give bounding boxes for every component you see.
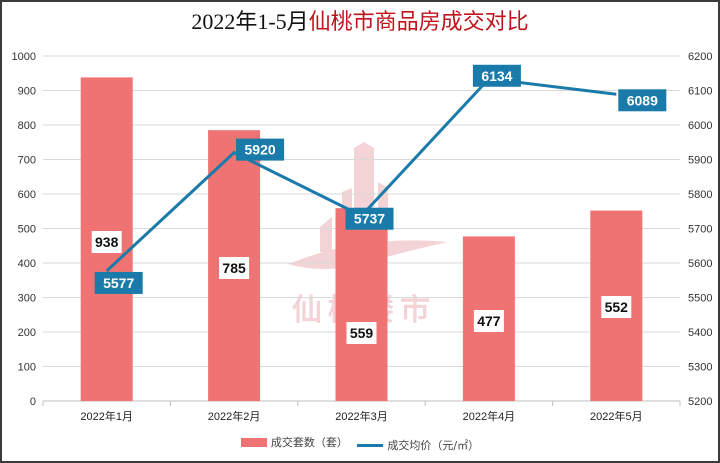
x-category-label: 2022年5月 xyxy=(590,409,643,423)
y-right-tick: 5500 xyxy=(688,293,712,305)
line-value-box xyxy=(94,271,143,294)
bar-swatch-icon xyxy=(240,437,267,447)
bar xyxy=(335,208,388,401)
x-category-label: 2022年1月 xyxy=(80,409,133,423)
x-category-label: 2022年4月 xyxy=(463,409,516,423)
y-right-tick: 6000 xyxy=(688,120,712,132)
line-value-box xyxy=(236,138,285,161)
line-value-label: 5920 xyxy=(245,142,276,158)
x-category-label: 2022年2月 xyxy=(208,409,261,423)
y-left-tick: 600 xyxy=(18,189,36,201)
y-left-tick: 100 xyxy=(18,362,36,374)
y-left-tick: 0 xyxy=(30,396,36,408)
title-main: 仙桃市商品房成交对比 xyxy=(308,9,529,34)
y-left-tick: 700 xyxy=(18,155,36,167)
bar-value-box xyxy=(473,310,504,332)
line-swatch-icon xyxy=(357,443,384,447)
bar-value-label: 552 xyxy=(605,299,629,315)
y-right-tick: 5200 xyxy=(688,396,712,408)
bar-value-label: 477 xyxy=(477,313,501,329)
line-value-label: 5737 xyxy=(354,211,385,227)
y-left-tick: 400 xyxy=(18,258,36,270)
y-left-tick: 300 xyxy=(18,293,36,305)
y-left-tick: 800 xyxy=(18,120,36,132)
y-right-tick: 6200 xyxy=(688,51,712,63)
legend-line-label: 成交均价（元/㎡） xyxy=(387,439,480,452)
line-value-label: 6089 xyxy=(627,92,658,108)
legend-item-line: 成交均价（元/㎡） xyxy=(357,437,479,453)
y-right-tick: 5900 xyxy=(688,155,712,167)
bar-value-box xyxy=(601,296,632,318)
y-right-tick: 6100 xyxy=(688,86,712,98)
bar-value-label: 559 xyxy=(350,325,374,341)
title-prefix: 2022年1-5月 xyxy=(191,9,309,34)
y-right-tick: 5800 xyxy=(688,189,712,201)
y-right-tick: 5400 xyxy=(688,327,712,339)
bar-value-box xyxy=(91,231,122,253)
y-left-tick: 200 xyxy=(18,327,36,339)
bar-value-box xyxy=(219,257,250,279)
y-right-tick: 5600 xyxy=(688,258,712,270)
line-value-box xyxy=(472,64,521,87)
bar-value-label: 938 xyxy=(95,234,119,250)
y-right-tick: 5700 xyxy=(688,224,712,236)
line-value-label: 6134 xyxy=(481,68,512,84)
y-left-tick: 900 xyxy=(18,86,36,98)
y-right-tick: 5300 xyxy=(688,362,712,374)
bar-value-label: 785 xyxy=(222,260,246,276)
legend-bar-label: 成交套数（套） xyxy=(270,436,348,449)
y-left-tick: 500 xyxy=(18,224,36,236)
legend-item-bar: 成交套数（套） xyxy=(240,434,348,450)
bar-value-box xyxy=(346,322,377,344)
chart-plot: 仙桃楼市010020030040050060070080090010005200… xyxy=(12,51,713,423)
line-value-box xyxy=(345,207,394,230)
line-value-box xyxy=(618,89,667,112)
line-value-label: 5577 xyxy=(103,275,134,291)
chart-legend: 成交套数（套） 成交均价（元/㎡） xyxy=(2,434,718,453)
chart-title: 2022年1-5月仙桃市商品房成交对比 xyxy=(2,8,718,36)
x-category-label: 2022年3月 xyxy=(335,409,388,423)
y-left-tick: 1000 xyxy=(12,51,36,63)
